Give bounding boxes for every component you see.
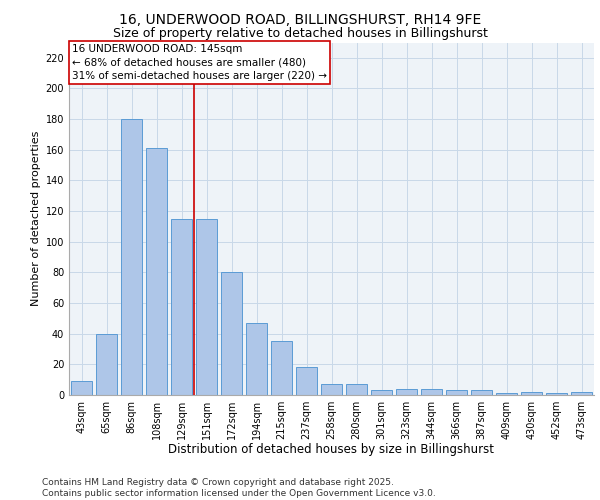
Text: Contains HM Land Registry data © Crown copyright and database right 2025.
Contai: Contains HM Land Registry data © Crown c… bbox=[42, 478, 436, 498]
Bar bbox=[221, 272, 242, 395]
Bar bbox=[321, 384, 342, 395]
Bar bbox=[571, 392, 592, 395]
Text: 16, UNDERWOOD ROAD, BILLINGSHURST, RH14 9FE: 16, UNDERWOOD ROAD, BILLINGSHURST, RH14 … bbox=[119, 12, 481, 26]
Bar bbox=[71, 381, 92, 395]
Bar bbox=[171, 219, 192, 395]
Bar bbox=[396, 389, 417, 395]
Y-axis label: Number of detached properties: Number of detached properties bbox=[31, 131, 41, 306]
Bar bbox=[346, 384, 367, 395]
Bar bbox=[121, 119, 142, 395]
X-axis label: Distribution of detached houses by size in Billingshurst: Distribution of detached houses by size … bbox=[169, 444, 494, 456]
Bar bbox=[371, 390, 392, 395]
Bar bbox=[421, 389, 442, 395]
Bar bbox=[446, 390, 467, 395]
Text: Size of property relative to detached houses in Billingshurst: Size of property relative to detached ho… bbox=[113, 28, 487, 40]
Bar bbox=[546, 394, 567, 395]
Bar bbox=[246, 323, 267, 395]
Bar bbox=[296, 368, 317, 395]
Bar bbox=[496, 394, 517, 395]
Bar bbox=[96, 334, 117, 395]
Text: 16 UNDERWOOD ROAD: 145sqm
← 68% of detached houses are smaller (480)
31% of semi: 16 UNDERWOOD ROAD: 145sqm ← 68% of detac… bbox=[71, 44, 326, 80]
Bar bbox=[271, 342, 292, 395]
Bar bbox=[521, 392, 542, 395]
Bar bbox=[471, 390, 492, 395]
Bar bbox=[146, 148, 167, 395]
Bar bbox=[196, 219, 217, 395]
